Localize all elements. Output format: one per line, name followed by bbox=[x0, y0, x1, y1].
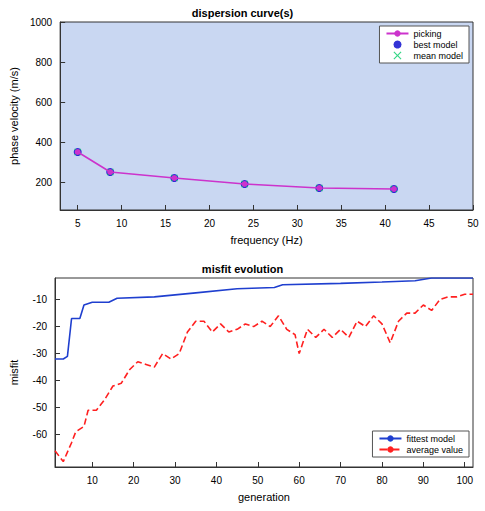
svg-text:600: 600 bbox=[35, 97, 52, 108]
svg-text:100: 100 bbox=[456, 475, 473, 486]
svg-text:phase velocity (m/s): phase velocity (m/s) bbox=[8, 67, 20, 165]
svg-text:25: 25 bbox=[248, 218, 260, 229]
svg-text:10: 10 bbox=[116, 218, 128, 229]
svg-text:400: 400 bbox=[35, 137, 52, 148]
svg-text:20: 20 bbox=[204, 218, 216, 229]
svg-text:20: 20 bbox=[128, 475, 140, 486]
svg-text:45: 45 bbox=[424, 218, 436, 229]
svg-text:40: 40 bbox=[380, 218, 392, 229]
svg-text:picking: picking bbox=[413, 29, 441, 39]
svg-text:mean model: mean model bbox=[413, 51, 463, 61]
svg-text:dispersion curve(s): dispersion curve(s) bbox=[192, 7, 294, 19]
svg-text:1000: 1000 bbox=[30, 17, 53, 28]
svg-text:200: 200 bbox=[35, 177, 52, 188]
svg-text:90: 90 bbox=[418, 475, 430, 486]
svg-text:generation: generation bbox=[238, 491, 290, 503]
svg-text:35: 35 bbox=[336, 218, 348, 229]
svg-text:-40: -40 bbox=[33, 375, 48, 386]
svg-text:5: 5 bbox=[75, 218, 81, 229]
svg-text:80: 80 bbox=[376, 475, 388, 486]
svg-text:800: 800 bbox=[35, 57, 52, 68]
svg-text:70: 70 bbox=[335, 475, 347, 486]
svg-text:misfit: misfit bbox=[8, 360, 20, 386]
svg-text:-50: -50 bbox=[33, 402, 48, 413]
svg-text:50: 50 bbox=[467, 218, 479, 229]
svg-text:-20: -20 bbox=[33, 321, 48, 332]
svg-text:average value: average value bbox=[406, 445, 463, 455]
svg-text:-30: -30 bbox=[33, 348, 48, 359]
svg-text:frequency (Hz): frequency (Hz) bbox=[231, 234, 303, 246]
svg-text:best model: best model bbox=[413, 40, 457, 50]
svg-text:10: 10 bbox=[87, 475, 99, 486]
svg-text:-10: -10 bbox=[33, 294, 48, 305]
svg-text:50: 50 bbox=[252, 475, 264, 486]
svg-text:40: 40 bbox=[211, 475, 223, 486]
svg-text:60: 60 bbox=[294, 475, 306, 486]
svg-text:15: 15 bbox=[160, 218, 172, 229]
svg-text:30: 30 bbox=[169, 475, 181, 486]
svg-text:fittest model: fittest model bbox=[406, 434, 455, 444]
svg-text:misfit evolution: misfit evolution bbox=[202, 263, 284, 275]
svg-text:-60: -60 bbox=[33, 429, 48, 440]
svg-text:30: 30 bbox=[292, 218, 304, 229]
